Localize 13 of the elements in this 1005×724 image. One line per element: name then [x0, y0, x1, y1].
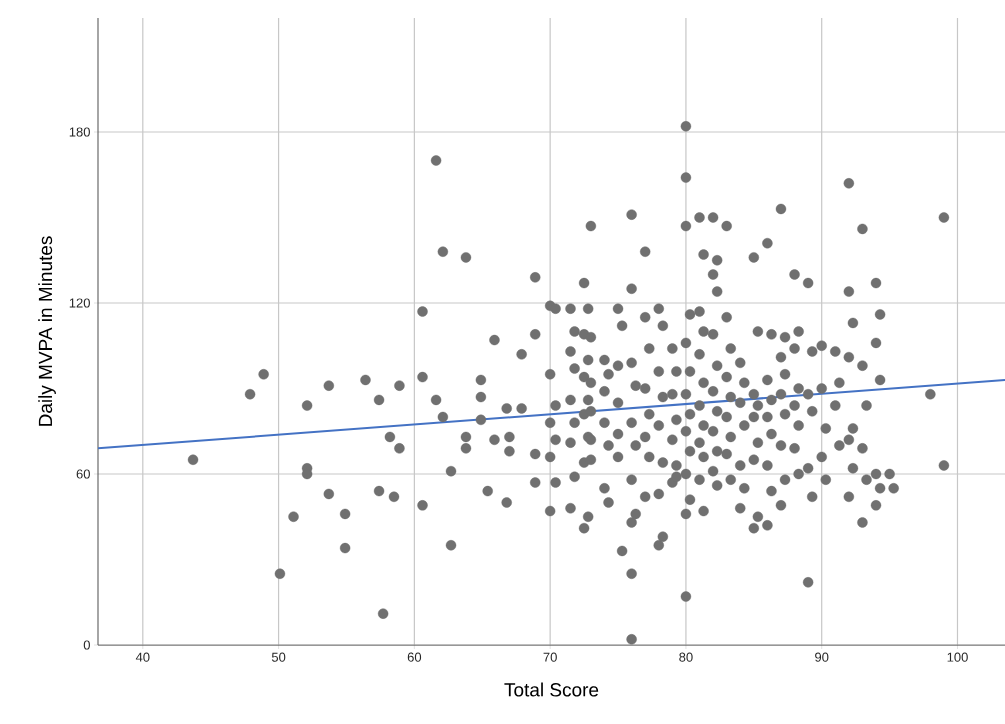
y-axis-title: Daily MVPA in Minutes: [38, 236, 56, 426]
x-tick-label: 40: [135, 652, 150, 662]
y-tick-label: 0: [83, 640, 90, 650]
y-tick-label: 120: [69, 298, 90, 308]
x-tick-label: 90: [815, 652, 829, 662]
y-tick-label: 60: [76, 469, 90, 479]
x-tick-label: 70: [543, 652, 557, 662]
x-tick-label: 80: [679, 652, 693, 662]
y-tick-label: 180: [69, 127, 90, 137]
x-tick-label: 100: [947, 652, 968, 662]
x-axis-title: Total Score: [504, 682, 599, 697]
x-tick-label: 60: [407, 652, 422, 662]
x-tick-label: 50: [271, 652, 286, 662]
